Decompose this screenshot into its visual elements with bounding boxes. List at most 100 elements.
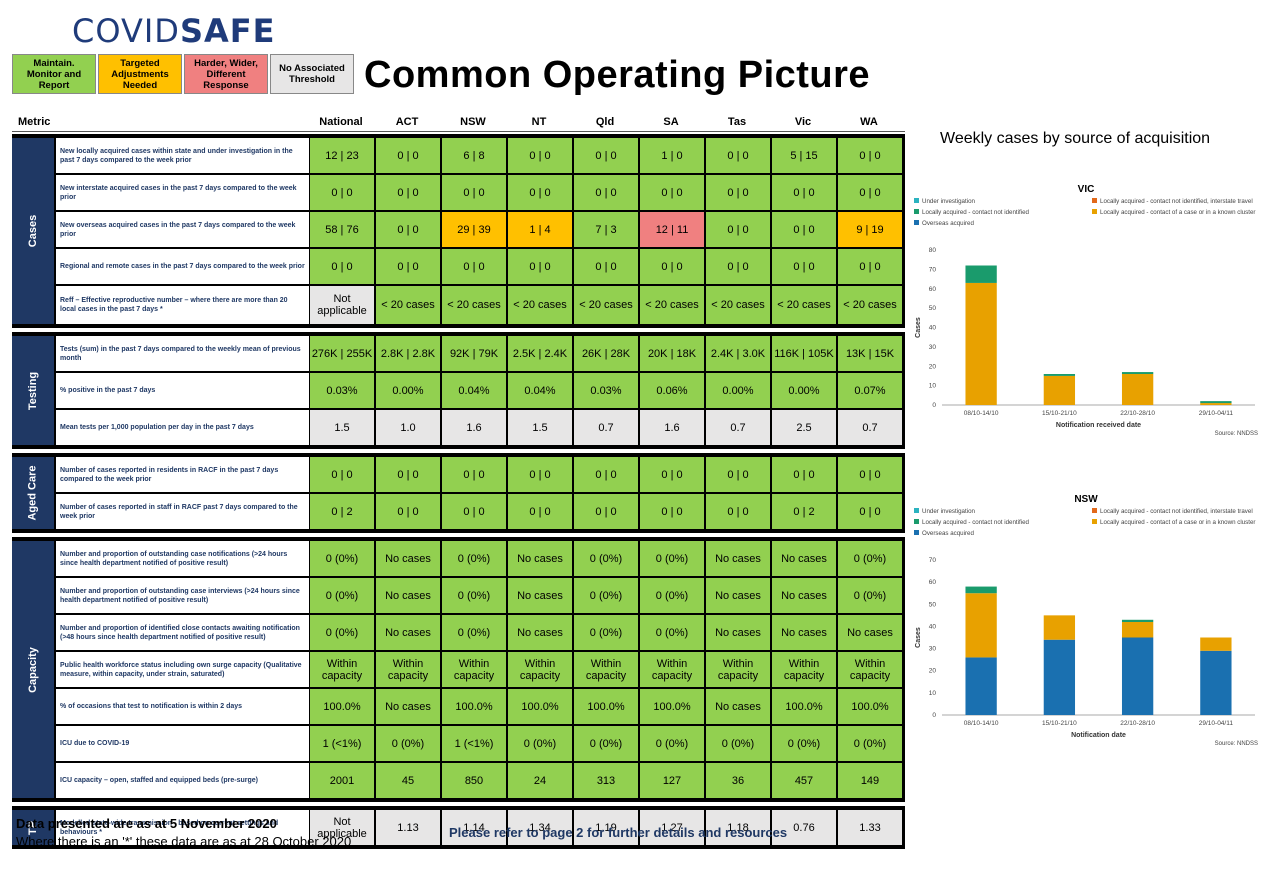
value-cell-nt: No cases (508, 578, 572, 613)
value-cell-qld: 26K | 28K (574, 336, 638, 371)
value-cell-wa: 1.33 (838, 810, 902, 845)
value-cell-nsw: 29 | 39 (442, 212, 506, 247)
legend-label: Overseas acquired (922, 530, 974, 537)
value-cell-national: 0 | 2 (310, 494, 374, 529)
value-cell-qld: Within capacity (574, 652, 638, 687)
value-cell-qld: 313 (574, 763, 638, 798)
value-cell-nt: 0 | 0 (508, 175, 572, 210)
value-cell-tas: No cases (706, 578, 770, 613)
value-cell-vic: 0 | 0 (772, 175, 836, 210)
refer-note: Please refer to page 2 for further detai… (449, 825, 788, 840)
value-cell-vic: 0 (0%) (772, 726, 836, 761)
value-cell-vic: Within capacity (772, 652, 836, 687)
y-tick-label: 30 (929, 646, 937, 653)
value-cell-wa: 13K | 15K (838, 336, 902, 371)
legend-swatch (914, 519, 919, 524)
y-tick-label: 50 (929, 601, 937, 608)
value-cell-qld: 0.03% (574, 373, 638, 408)
value-cell-nsw: 92K | 79K (442, 336, 506, 371)
value-cell-act: 45 (376, 763, 440, 798)
value-cell-tas: 0.00% (706, 373, 770, 408)
nsw-chart: NSW Under investigation Locally acquired -… (910, 490, 1260, 755)
value-cell-wa: Within capacity (838, 652, 902, 687)
value-cell-nt: 1.34 (508, 810, 572, 845)
value-cell-tas: No cases (706, 541, 770, 576)
value-cell-tas: 0 | 0 (706, 494, 770, 529)
value-cell-wa: 9 | 19 (838, 212, 902, 247)
vic-chart: VIC Under investigation Locally acquired -… (910, 180, 1260, 445)
metric-label: Public health workforce status including… (56, 652, 309, 687)
stacked-bar-chart: VIC Under investigation Locally acquired -… (914, 184, 1258, 437)
value-cell-wa: 0 (0%) (838, 541, 902, 576)
value-cell-tas: 2.4K | 3.0K (706, 336, 770, 371)
stacked-bar-chart: NSW Under investigation Locally acquired -… (914, 494, 1258, 747)
value-cell-nsw: 0 (0%) (442, 578, 506, 613)
bar-segment (1200, 403, 1232, 405)
value-cell-qld: < 20 cases (574, 286, 638, 324)
value-cell-vic: < 20 cases (772, 286, 836, 324)
value-cell-act: No cases (376, 689, 440, 724)
value-cell-national: 0 (0%) (310, 541, 374, 576)
section-aged-care: Aged Care Number of cases reported in res… (12, 453, 905, 533)
value-cell-qld: 0 | 0 (574, 494, 638, 529)
covidsafe-logo: COVIDSAFE (72, 12, 276, 50)
bar-segment (1121, 637, 1154, 715)
value-cell-nt: 0 | 0 (508, 249, 572, 284)
value-cell-sa: Within capacity (640, 652, 704, 687)
value-cell-act: 0 (0%) (376, 726, 440, 761)
value-cell-vic: 0.76 (772, 810, 836, 845)
value-cell-tas: < 20 cases (706, 286, 770, 324)
x-tick-label: 22/10-28/10 (1120, 410, 1155, 417)
metric-label: % of occasions that test to notification… (56, 689, 309, 724)
value-cell-sa: 1.27 (640, 810, 704, 845)
value-cell-sa: 20K | 18K (640, 336, 704, 371)
bar-segment (1043, 375, 1076, 405)
value-cell-national: 0.03% (310, 373, 374, 408)
value-cell-vic: 0 | 2 (772, 494, 836, 529)
value-cell-nt: 1.5 (508, 410, 572, 445)
metric-label: Tests (sum) in the past 7 days compared … (56, 336, 309, 371)
value-cell-vic: 2.5 (772, 410, 836, 445)
x-tick-label: 29/10-04/11 (1199, 410, 1234, 417)
value-cell-wa: 149 (838, 763, 902, 798)
metric-label: ICU capacity – open, staffed and equippe… (56, 763, 309, 798)
value-cell-qld: 0 (0%) (574, 615, 638, 650)
value-cell-qld: 0 | 0 (574, 175, 638, 210)
value-cell-qld: 100.0% (574, 689, 638, 724)
value-cell-qld: 0.7 (574, 410, 638, 445)
value-cell-tas: No cases (706, 689, 770, 724)
value-cell-act: 2.8K | 2.8K (376, 336, 440, 371)
value-cell-nsw: 0 | 0 (442, 457, 506, 492)
bar-segment (1200, 401, 1232, 404)
value-cell-act: 0 | 0 (376, 212, 440, 247)
value-cell-qld: 7 | 3 (574, 212, 638, 247)
value-cell-nt: 0.04% (508, 373, 572, 408)
value-cell-nsw: 850 (442, 763, 506, 798)
value-cell-sa: 0.06% (640, 373, 704, 408)
value-cell-wa: 0 (0%) (838, 726, 902, 761)
metric-label: New overseas acquired cases in the past … (56, 212, 309, 247)
value-cell-qld: 0 (0%) (574, 726, 638, 761)
value-cell-sa: 127 (640, 763, 704, 798)
section-label-text: Capacity (27, 646, 40, 693)
value-cell-nt: Within capacity (508, 652, 572, 687)
y-tick-label: 60 (929, 579, 937, 586)
value-cell-sa: 100.0% (640, 689, 704, 724)
value-cell-wa: 0 | 0 (838, 138, 902, 173)
x-tick-label: 22/10-28/10 (1120, 720, 1155, 727)
bar-segment (1043, 615, 1076, 640)
value-cell-act: 0 | 0 (376, 249, 440, 284)
value-cell-vic: 100.0% (772, 689, 836, 724)
source-label: Source: NNDSS (1215, 431, 1258, 437)
value-cell-qld: 0 | 0 (574, 138, 638, 173)
column-header-national: National (319, 116, 363, 128)
value-cell-qld: 0 (0%) (574, 578, 638, 613)
legend-targeted: Targeted Adjustments Needed (98, 54, 182, 94)
legend-label: Locally acquired - contact not identifie… (1100, 198, 1253, 205)
value-cell-act: Within capacity (376, 652, 440, 687)
value-cell-sa: 0 | 0 (640, 249, 704, 284)
legend-label: Locally acquired - contact not identifie… (922, 209, 1030, 216)
value-cell-act: < 20 cases (376, 286, 440, 324)
column-header-wa: WA (860, 116, 878, 128)
value-cell-nsw: 100.0% (442, 689, 506, 724)
